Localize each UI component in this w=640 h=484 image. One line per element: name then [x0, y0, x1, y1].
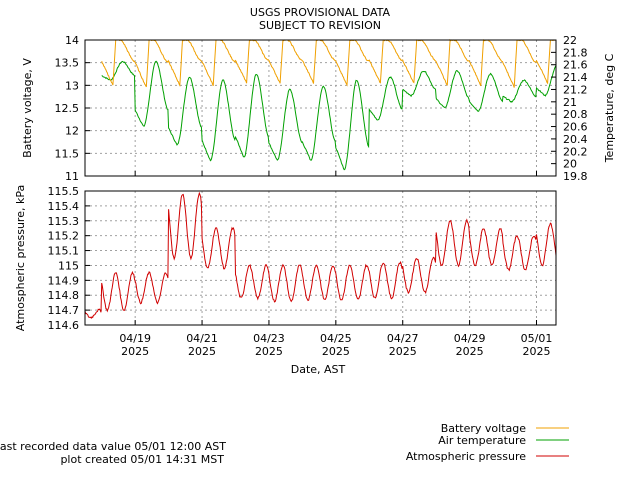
series-layer [84, 38, 557, 319]
x-tick-year-label: 2025 [389, 345, 417, 358]
top-right-axis-tick-label: 20.4 [563, 133, 588, 146]
top-left-axis-tick-label: 11.5 [55, 147, 80, 160]
x-tick-label: 05/01 [521, 332, 553, 345]
top-right-axis-tick-label: 21.2 [563, 83, 588, 96]
x-tick-year-label: 2025 [188, 345, 216, 358]
x-tick-label: 04/23 [253, 332, 285, 345]
top-right-axis-tick-label: 19.8 [563, 170, 588, 183]
legend: Battery voltage Air temperature Atmosphe… [406, 422, 569, 463]
bottom-panel-grid [85, 191, 556, 325]
top-right-axis-tick-label: 21 [563, 96, 577, 109]
top-left-axis-tick-label: 11 [65, 170, 79, 183]
x-tick-label: 04/25 [320, 332, 352, 345]
bottom-left-axis-tick-label: 115.1 [48, 245, 80, 258]
legend-label-pressure: Atmospheric pressure [406, 450, 526, 463]
bottom-left-axis-tick-label: 115.3 [48, 215, 80, 228]
top-left-axis-label: Battery voltage, V [21, 58, 34, 158]
x-axis-label: Date, AST [291, 363, 346, 376]
top-left-axis-tick-label: 13 [65, 79, 79, 92]
air-temperature-line [101, 60, 557, 171]
bottom-left-axis-tick-label: 115 [58, 259, 79, 272]
bottom-left-axis-tick-label: 115.5 [48, 185, 80, 198]
x-tick-year-label: 2025 [456, 345, 484, 358]
last-recorded-value: last recorded data value 05/01 12:00 AST [0, 440, 226, 453]
legend-label-battery: Battery voltage [441, 422, 527, 435]
atmospheric-pressure-line [84, 191, 557, 319]
top-panel-grid [85, 40, 556, 176]
top-left-axis-tick-label: 13.5 [55, 57, 80, 70]
top-left-axis-tick-label: 12 [65, 125, 79, 138]
top-left-axis: 11 11.5 12 12.5 13 13.5 14 [55, 34, 90, 183]
x-tick-year-label: 2025 [522, 345, 550, 358]
top-right-axis: 19.82020.220.420.620.82121.221.421.621.8… [551, 34, 588, 183]
bottom-left-axis-tick-label: 114.8 [48, 289, 80, 302]
top-left-axis-tick-label: 12.5 [55, 102, 80, 115]
legend-label-air-temp: Air temperature [438, 434, 526, 447]
x-tick-label: 04/29 [454, 332, 486, 345]
chart-title-line1: USGS PROVISIONAL DATA [250, 6, 391, 19]
x-tick-year-label: 2025 [121, 345, 149, 358]
top-left-axis-tick-label: 14 [65, 34, 79, 47]
bottom-left-axis-tick-label: 115.2 [48, 230, 80, 243]
bottom-left-axis-label: Atmospheric pressure, kPa [14, 185, 27, 331]
x-tick-year-label: 2025 [322, 345, 350, 358]
bottom-left-axis-tick-label: 115.4 [48, 200, 80, 213]
top-right-axis-tick-label: 21.4 [563, 71, 588, 84]
x-tick-label: 04/19 [119, 332, 151, 345]
x-axis: 04/19202504/21202504/23202504/25202504/2… [119, 171, 552, 358]
battery-voltage-line [101, 38, 557, 88]
plot-created: plot created 05/01 14:31 MST [60, 453, 224, 466]
top-right-axis-tick-label: 20 [563, 158, 577, 171]
bottom-left-axis-tick-label: 114.9 [48, 274, 80, 287]
top-right-axis-tick-label: 21.6 [563, 59, 588, 72]
top-right-axis-tick-label: 20.6 [563, 121, 588, 134]
chart-title-line2: SUBJECT TO REVISION [259, 19, 381, 32]
bottom-panel-frame [84, 190, 557, 326]
x-tick-label: 04/27 [387, 332, 419, 345]
bottom-left-axis-tick-label: 114.6 [48, 319, 80, 332]
top-right-axis-label: Temperature, deg C [603, 53, 616, 163]
bottom-left-axis-tick-label: 114.7 [48, 304, 80, 317]
top-right-axis-tick-label: 20.2 [563, 145, 588, 158]
top-right-axis-tick-label: 22 [563, 34, 577, 47]
x-tick-label: 04/21 [186, 332, 218, 345]
top-right-axis-tick-label: 20.8 [563, 108, 588, 121]
x-tick-year-label: 2025 [255, 345, 283, 358]
top-right-axis-tick-label: 21.8 [563, 46, 588, 59]
